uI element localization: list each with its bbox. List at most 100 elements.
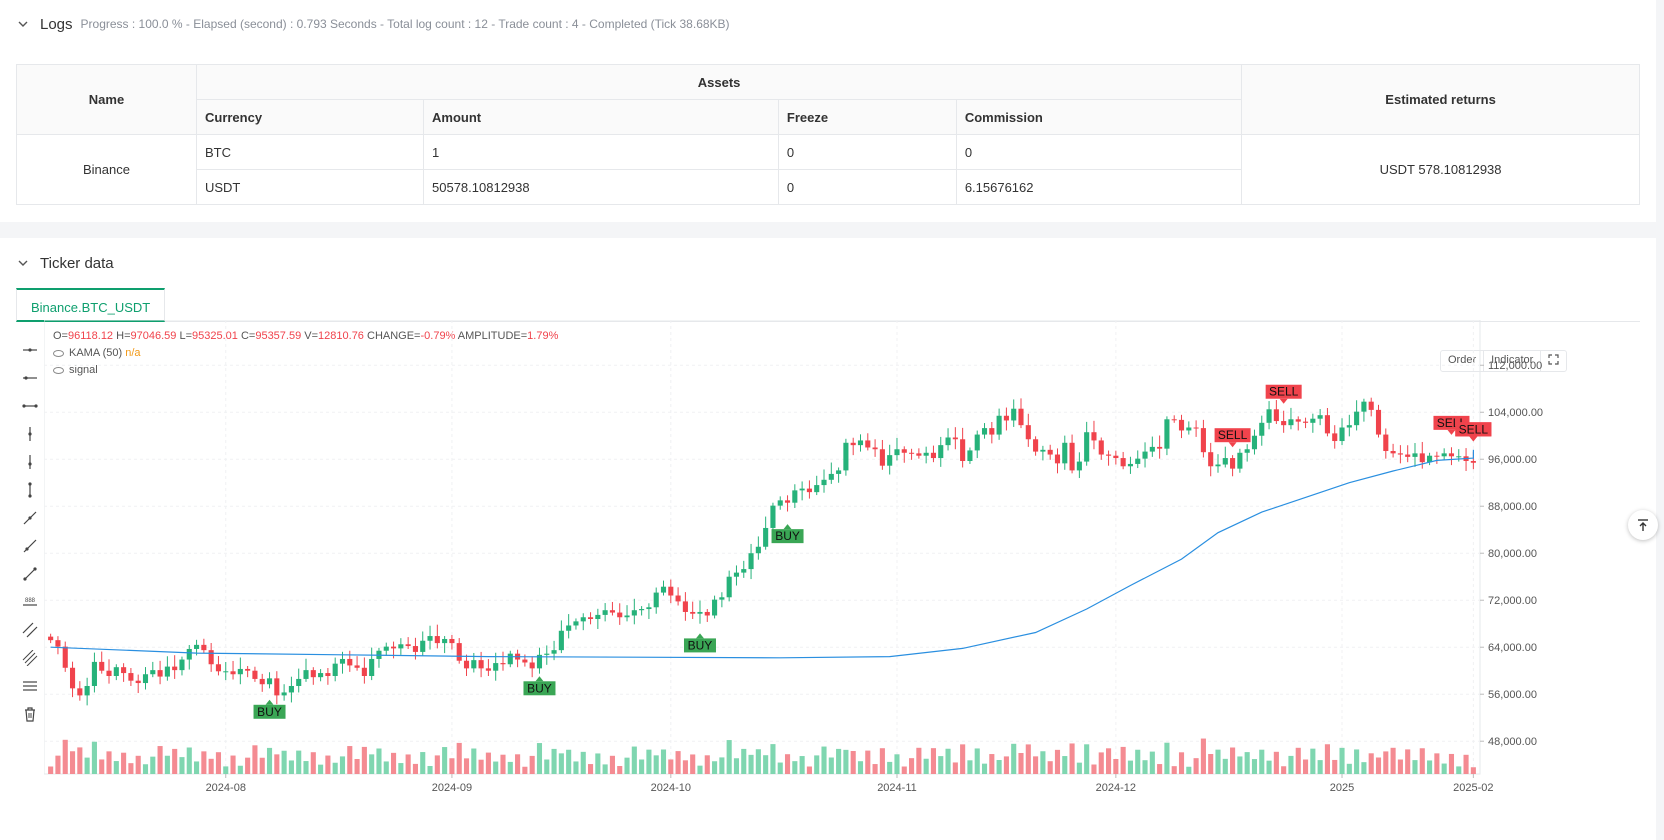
- vertical-ray-icon[interactable]: [16, 448, 44, 476]
- candle-body: [1054, 454, 1061, 464]
- tab-binance-btc-usdt[interactable]: Binance.BTC_USDT: [16, 288, 166, 322]
- ohlc-value: 95357.59: [255, 330, 302, 342]
- candle-body: [1200, 428, 1206, 453]
- ray-line-icon[interactable]: [16, 532, 44, 560]
- candle-body: [1368, 401, 1374, 410]
- col-assets: Assets: [195, 64, 1243, 100]
- y-tick-label: 64,000.00: [1488, 642, 1537, 654]
- indicator-button[interactable]: Indicator: [1484, 351, 1542, 371]
- fullscreen-icon[interactable]: [1541, 351, 1566, 371]
- freeze-cell: 0: [777, 134, 957, 170]
- y-tick-label: 88,000.00: [1488, 501, 1537, 513]
- x-tick-label: 2024-09: [432, 782, 472, 794]
- volume-bar: [208, 758, 214, 774]
- candle-body: [894, 449, 900, 456]
- candle-body: [223, 671, 229, 673]
- segment-line-icon[interactable]: [16, 560, 44, 588]
- logs-header[interactable]: Logs Progress : 100.0 % - Elapsed (secon…: [16, 14, 730, 34]
- horizontal-ray-icon[interactable]: [16, 364, 44, 392]
- parallel-channel-icon[interactable]: [16, 616, 44, 644]
- scroll-to-top-button[interactable]: [1628, 510, 1658, 540]
- volume-bar: [1383, 751, 1389, 774]
- horizontal-segment-icon[interactable]: [16, 392, 44, 420]
- candle-body: [303, 670, 309, 679]
- sell-label-box: [1265, 384, 1302, 399]
- candle-body: [843, 442, 849, 471]
- volume-bar: [128, 763, 134, 774]
- candle-body: [1062, 442, 1068, 464]
- commission-cell: 6.15676162: [955, 169, 1243, 205]
- buy-label-box: [683, 638, 716, 653]
- candle-body: [857, 440, 864, 446]
- volume-bar: [930, 748, 937, 774]
- candle-body: [391, 646, 397, 649]
- candle-body: [1295, 419, 1301, 422]
- trend-line-icon[interactable]: [16, 504, 44, 532]
- candle-body: [121, 667, 127, 674]
- volume-bar: [1025, 744, 1031, 774]
- volume-bar: [142, 764, 149, 774]
- ohlc-value: 12810.76: [318, 330, 364, 342]
- candle-body: [836, 470, 842, 474]
- volume-bar: [84, 757, 90, 774]
- volume-bar: [952, 762, 958, 774]
- currency-cell: USDT: [195, 169, 425, 205]
- eye-icon[interactable]: [53, 349, 64, 357]
- ohlc-key: O=: [53, 330, 68, 342]
- price-line-icon[interactable]: 888: [16, 588, 44, 616]
- volume-bar: [1142, 760, 1148, 774]
- volume-bar: [989, 754, 995, 774]
- candle-body: [1470, 460, 1476, 463]
- volume-bar: [434, 755, 440, 774]
- volume-bar: [551, 748, 557, 774]
- volume-bar: [1091, 764, 1097, 774]
- sell-arrow: [1447, 429, 1456, 435]
- candle-body: [296, 678, 302, 686]
- volume-bar: [1368, 753, 1374, 774]
- volume-bar: [909, 758, 915, 774]
- ticker-header[interactable]: Ticker data: [16, 253, 114, 273]
- candle-body: [456, 643, 462, 661]
- trash-icon[interactable]: [16, 700, 44, 728]
- horizontal-channel-icon[interactable]: [16, 672, 44, 700]
- volume-bar: [1193, 758, 1199, 774]
- returns-cell: USDT 578.10812938: [1241, 134, 1640, 205]
- sell-label: SELL: [1218, 428, 1248, 442]
- volume-bar: [1427, 760, 1433, 774]
- candle-body: [186, 648, 192, 660]
- volume-bar: [536, 743, 543, 774]
- candle-body: [281, 692, 287, 696]
- order-button[interactable]: Order: [1441, 351, 1485, 371]
- candle-body: [332, 663, 338, 676]
- volume-bar: [1054, 749, 1061, 774]
- chevron-down-icon[interactable]: [16, 256, 30, 270]
- volume-bar: [974, 748, 980, 774]
- kama-legend[interactable]: KAMA (50) n/a: [53, 347, 141, 359]
- vertical-line-icon[interactable]: [16, 420, 44, 448]
- arrow-up-icon: [1638, 519, 1648, 531]
- candle-body: [763, 527, 769, 547]
- candle-body: [566, 625, 572, 631]
- volume-bar: [157, 746, 163, 774]
- candlestick-chart[interactable]: 112,000.00 104,000.00 96,000.00 88,000.00 80…: [44, 320, 1584, 840]
- volume-bar: [916, 747, 922, 774]
- candle-body: [821, 479, 827, 486]
- vertical-segment-icon[interactable]: [16, 476, 44, 504]
- volume-bar: [719, 757, 725, 774]
- buy-label-box: [523, 681, 556, 696]
- fibonacci-icon[interactable]: [16, 644, 44, 672]
- volume-bar: [770, 744, 776, 774]
- signal-legend[interactable]: signal: [53, 364, 98, 376]
- volume-bar: [544, 759, 550, 774]
- volume-bar: [755, 749, 761, 774]
- candle-body: [69, 667, 76, 689]
- candle-body: [952, 437, 958, 440]
- candle-body: [478, 660, 484, 669]
- eye-icon[interactable]: [53, 366, 64, 374]
- volume-bar: [274, 754, 280, 774]
- horizontal-line-icon[interactable]: [16, 336, 44, 364]
- chevron-down-icon[interactable]: [16, 17, 30, 31]
- volume-bar: [427, 766, 433, 774]
- candle-body: [179, 659, 185, 671]
- candle-body: [726, 576, 732, 598]
